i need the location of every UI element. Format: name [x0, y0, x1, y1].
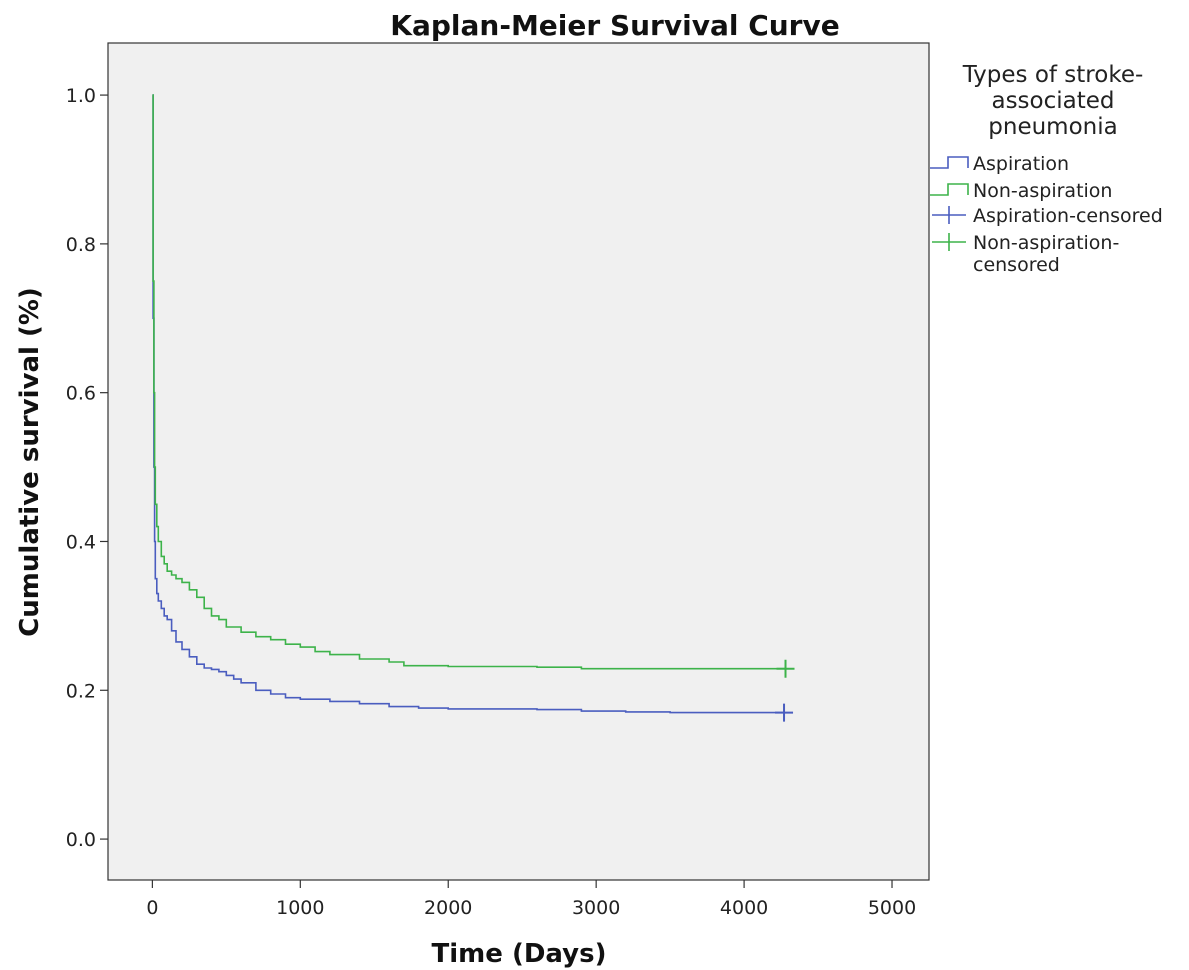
- x-tick-label-2: 2000: [424, 897, 472, 919]
- legend-title-line-0: Types of stroke-: [962, 62, 1144, 88]
- legend-swatch-non-aspiration-censored: [932, 233, 966, 251]
- x-axis: 0 1000 2000 3000 4000 5000: [146, 880, 916, 919]
- y-tick-label-3: 0.6: [66, 383, 96, 405]
- censored-marker-non-aspiration-censored-0: [776, 659, 795, 678]
- legend-label-2-0: Aspiration-censored: [973, 205, 1163, 227]
- x-axis-title: Time (Days): [432, 939, 607, 969]
- censored-marker-aspiration-censored-0: [775, 703, 794, 722]
- y-tick-label-5: 1.0: [66, 85, 96, 107]
- x-tick-label-0: 0: [146, 897, 158, 919]
- y-tick-label-4: 0.8: [66, 234, 96, 256]
- x-tick-label-5: 5000: [868, 897, 916, 919]
- legend-label-3-0: Non-aspiration-: [973, 232, 1119, 254]
- legend-title-line-2: pneumonia: [988, 114, 1117, 140]
- x-tick-label-4: 4000: [720, 897, 768, 919]
- legend-label-3-1: censored: [973, 254, 1060, 276]
- series-non-aspiration: [152, 94, 786, 670]
- chart-title: Kaplan-Meier Survival Curve: [390, 9, 839, 42]
- y-tick-label-2: 0.4: [66, 531, 96, 553]
- y-axis-title: Cumulative survival (%): [15, 287, 45, 637]
- y-tick-label-0: 0.0: [66, 829, 96, 851]
- legend-label-0-0: Aspiration: [973, 153, 1069, 175]
- legend-swatch-aspiration: [930, 156, 969, 169]
- legend-swatch-aspiration-censored: [932, 206, 966, 224]
- series-aspiration: [152, 94, 784, 714]
- x-tick-label-3: 3000: [572, 897, 620, 919]
- plot-background: [107, 42, 930, 881]
- legend-swatch-non-aspiration: [930, 183, 969, 196]
- plot-area: [107, 42, 930, 881]
- y-tick-label-1: 0.2: [66, 680, 96, 702]
- y-axis: 0.0 0.2 0.4 0.6 0.8 1.0: [66, 85, 108, 851]
- legend-label-1-0: Non-aspiration: [973, 180, 1112, 202]
- legend-title-line-1: associated: [991, 88, 1114, 114]
- x-tick-label-1: 1000: [276, 897, 324, 919]
